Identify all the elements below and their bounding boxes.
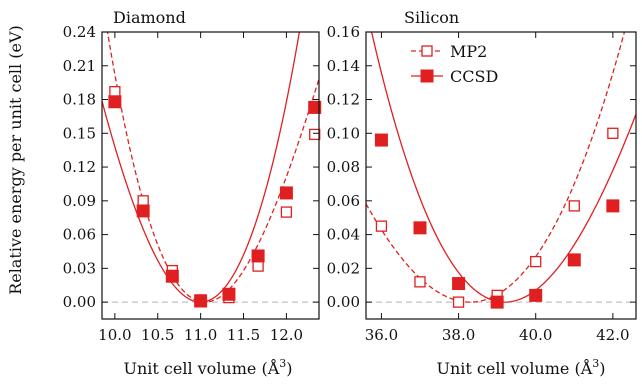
diamond-ccsd-point xyxy=(108,95,122,109)
diamond-ccsd-point xyxy=(251,249,265,263)
diamond-plot-area: 0.00 0.03 0.06 0.09 0.12 0.15 0.18 0.21 0.24 10.0… xyxy=(63,23,322,344)
diamond-x-axis-label-text: Unit cell volume (Å xyxy=(123,358,279,378)
diamond-x-tick-label: 11.0 xyxy=(184,326,217,344)
legend-mp2-label: MP2 xyxy=(450,42,487,61)
silicon-y-tick-label: 0.12 xyxy=(327,91,360,109)
silicon-panel-title: Silicon xyxy=(404,8,459,27)
diamond-ccsd-point xyxy=(165,269,179,283)
diamond-panel-title: Diamond xyxy=(113,8,186,27)
diamond-ccsd-point xyxy=(136,204,150,218)
diamond-y-tick-label: 0.12 xyxy=(63,158,96,176)
legend-ccsd-label: CCSD xyxy=(450,67,498,86)
silicon-ccsd-point xyxy=(452,277,466,291)
legend-mp2-marker xyxy=(421,45,433,57)
diamond-y-tick-label: 0.15 xyxy=(63,124,96,142)
diamond-x-tick-label: 10.5 xyxy=(141,326,174,344)
silicon-y-tick-label: 0.02 xyxy=(327,259,360,277)
diamond-ccsd-point xyxy=(308,100,322,114)
silicon-ccsd-fit-line xyxy=(370,32,636,303)
y-axis-label: Relative energy per unit cell (eV) xyxy=(6,25,25,295)
diamond-ccsd-point xyxy=(194,294,208,308)
diamond-x-axis-label-close: ) xyxy=(286,359,292,378)
silicon-mp2-point xyxy=(414,276,426,288)
silicon-ccsd-point xyxy=(413,221,427,235)
silicon-mp2-point xyxy=(568,200,580,212)
silicon-ccsd-point xyxy=(374,133,388,147)
diamond-x-axis-label-sup: 3 xyxy=(279,357,286,370)
silicon-frame xyxy=(365,31,637,320)
silicon-x-axis-label: Unit cell volume (Å3) xyxy=(436,357,605,378)
diamond-y-tick-label: 0.03 xyxy=(63,259,96,277)
silicon-y-tick-label: 0.06 xyxy=(327,192,360,210)
diamond-y-tick-label: 0.09 xyxy=(63,192,96,210)
diamond-mp2-fit-line xyxy=(106,32,319,303)
diamond-x-tick-label: 12.0 xyxy=(270,326,303,344)
silicon-y-tick-label: 0.08 xyxy=(327,158,360,176)
diamond-mp2-point xyxy=(252,260,264,272)
silicon-y-tick-label: 0.16 xyxy=(327,23,360,41)
diamond-x-tick-label: 11.5 xyxy=(227,326,260,344)
diamond-y-tick-label: 0.21 xyxy=(63,57,96,75)
legend-ccsd-marker xyxy=(420,69,434,83)
legend: MP2 CCSD xyxy=(411,42,498,86)
silicon-mp2-point xyxy=(375,220,388,232)
silicon-panel: Silicon 0.00 0.02 0.04 0.06 0.08 0.10 0.12 0.14… xyxy=(327,8,637,378)
silicon-ccsd-point xyxy=(606,199,620,213)
silicon-x-tick-label: 36.0 xyxy=(365,326,398,344)
silicon-x-axis-label-text: Unit cell volume (Å xyxy=(436,358,592,378)
silicon-y-tick-label: 0.04 xyxy=(327,226,360,244)
silicon-x-axis-label-close: ) xyxy=(599,359,605,378)
silicon-mp2-point xyxy=(607,127,619,139)
silicon-x-tick-label: 42.0 xyxy=(596,326,629,344)
silicon-mp2-point xyxy=(452,296,465,308)
diamond-x-axis-label: Unit cell volume (Å3) xyxy=(123,357,292,378)
diamond-ccsd-fit-line xyxy=(102,32,301,303)
silicon-y-tick-label: 0.14 xyxy=(327,57,360,75)
diamond-ccsd-point xyxy=(222,287,236,301)
silicon-x-axis-label-sup: 3 xyxy=(592,357,599,370)
diamond-mp2-point xyxy=(137,195,149,207)
diamond-mp2-point xyxy=(280,206,293,218)
silicon-ccsd-point xyxy=(567,253,581,267)
diamond-ccsd-point xyxy=(279,186,293,200)
silicon-plot-area: 0.00 0.02 0.04 0.06 0.08 0.10 0.12 0.14 0.16 36.0… xyxy=(327,23,637,344)
silicon-y-tick-label: 0.00 xyxy=(327,293,360,311)
silicon-x-tick-label: 38.0 xyxy=(442,326,475,344)
diamond-panel: Diamond 0.00 0.03 0.06 0.09 0.12 0.15 0.18 0.21… xyxy=(63,8,322,378)
silicon-mp2-fit-line xyxy=(366,32,626,303)
silicon-ccsd-point xyxy=(490,295,504,309)
silicon-ccsd-point xyxy=(529,288,543,302)
silicon-mp2-point xyxy=(530,255,542,268)
diamond-x-tick-label: 10.0 xyxy=(98,326,131,344)
diamond-frame xyxy=(101,31,320,320)
diamond-mp2-point xyxy=(109,86,121,98)
diamond-y-tick-label: 0.06 xyxy=(63,226,96,244)
diamond-y-tick-label: 0.24 xyxy=(63,23,96,41)
diamond-y-tick-label: 0.18 xyxy=(63,91,96,109)
diamond-y-tick-label: 0.00 xyxy=(63,293,96,311)
diamond-mp2-point xyxy=(309,128,321,141)
silicon-y-tick-label: 0.10 xyxy=(327,124,360,142)
silicon-x-tick-label: 40.0 xyxy=(519,326,552,344)
